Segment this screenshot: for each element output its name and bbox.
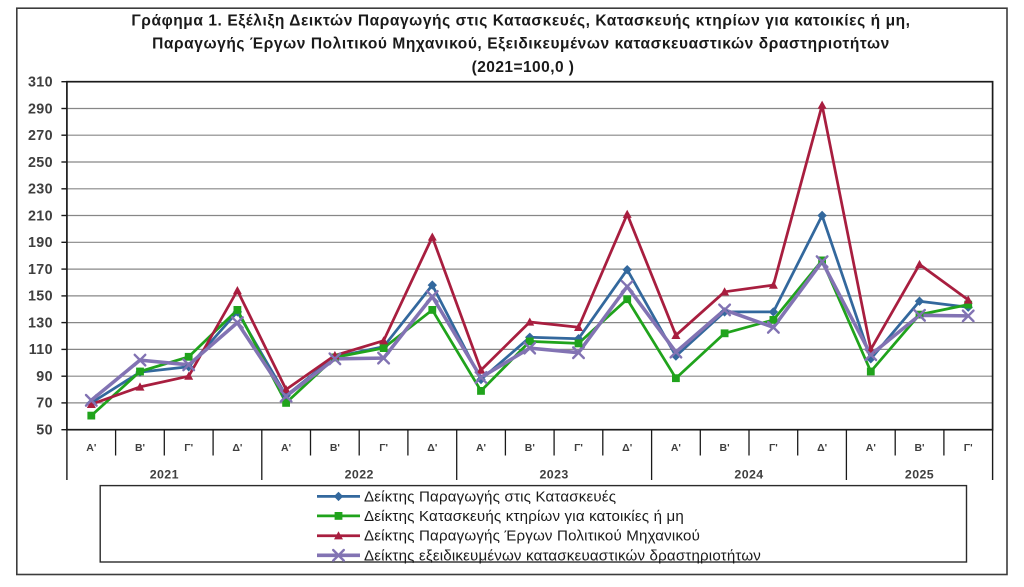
svg-text:190: 190 [28, 235, 53, 251]
svg-text:170: 170 [28, 262, 53, 278]
svg-text:Α': Α' [866, 442, 876, 454]
svg-text:Β': Β' [135, 442, 145, 454]
svg-text:Δείκτης εξειδικευμένων κατασκε: Δείκτης εξειδικευμένων κατασκευαστικών δ… [364, 547, 761, 564]
svg-text:150: 150 [28, 289, 53, 305]
svg-text:290: 290 [28, 101, 53, 117]
svg-text:50: 50 [36, 423, 53, 439]
svg-text:(2021=100,0 ): (2021=100,0 ) [472, 59, 575, 76]
svg-text:310: 310 [28, 75, 53, 91]
svg-text:Παραγωγής Έργων Πολιτικού Μηχ: Παραγωγής Έργων Πολιτικού Μηχανικού, Εξε… [152, 36, 890, 53]
svg-text:Β': Β' [720, 442, 730, 454]
svg-text:Γ': Γ' [379, 442, 388, 454]
svg-text:130: 130 [28, 315, 53, 331]
svg-text:Δ': Δ' [817, 442, 827, 454]
svg-text:Β': Β' [525, 442, 535, 454]
svg-text:Γ': Γ' [574, 442, 583, 454]
svg-text:210: 210 [28, 208, 53, 224]
svg-text:250: 250 [28, 155, 53, 171]
svg-text:Δείκτης Κατασκευής κτηρίων για: Δείκτης Κατασκευής κτηρίων για κατοικίες… [364, 508, 684, 525]
svg-text:Δ': Δ' [427, 442, 437, 454]
svg-text:Δ': Δ' [622, 442, 632, 454]
svg-text:Α': Α' [281, 442, 291, 454]
svg-text:2024: 2024 [734, 467, 763, 481]
svg-text:2023: 2023 [540, 467, 569, 481]
svg-text:Α': Α' [86, 442, 96, 454]
svg-text:230: 230 [28, 182, 53, 198]
svg-text:Β': Β' [330, 442, 340, 454]
svg-text:90: 90 [36, 369, 53, 385]
svg-text:Γ': Γ' [769, 442, 778, 454]
svg-text:Γ': Γ' [964, 442, 973, 454]
svg-text:2022: 2022 [345, 467, 374, 481]
svg-text:70: 70 [36, 396, 53, 412]
svg-text:Γράφημα 1. Εξέλιξη Δεικτών Πα: Γράφημα 1. Εξέλιξη Δεικτών Παραγωγής στι… [131, 13, 910, 30]
svg-text:2025: 2025 [905, 467, 934, 481]
svg-text:110: 110 [29, 342, 53, 358]
svg-text:Β': Β' [914, 442, 924, 454]
svg-text:Δείκτης Παραγωγής Έργων Πολιτι: Δείκτης Παραγωγής Έργων Πολιτικού Μηχανι… [364, 528, 700, 545]
svg-text:Δ': Δ' [232, 442, 242, 454]
svg-text:Δείκτης Παραγωγής στις Κατασκε: Δείκτης Παραγωγής στις Κατασκευές [364, 488, 616, 505]
svg-text:270: 270 [28, 128, 53, 144]
svg-text:Γ': Γ' [184, 442, 193, 454]
svg-text:Α': Α' [476, 442, 486, 454]
svg-text:Α': Α' [671, 442, 681, 454]
svg-text:2021: 2021 [150, 467, 179, 481]
